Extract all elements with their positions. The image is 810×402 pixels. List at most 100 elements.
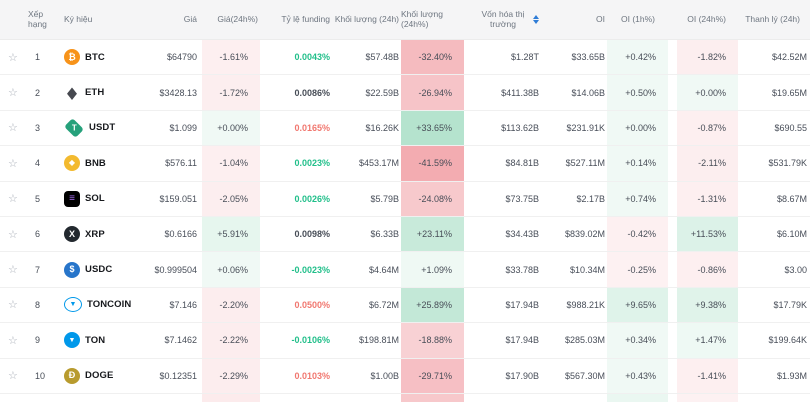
favorite-star-icon[interactable]: ☆ — [8, 299, 18, 312]
favorite-star-icon[interactable]: ☆ — [8, 334, 18, 347]
symbol-cell[interactable]: ◆ BNB — [60, 146, 140, 180]
table-row-eth[interactable]: ☆ 2 ◆ ETH $3428.13 -1.72% 0.0086% $22.59B -26.94… — [0, 75, 810, 111]
liquidation-24h-cell: $199.64K — [768, 335, 807, 346]
table-row-usdt[interactable]: ☆ 3 T USDT $1.099 +0.00% 0.0165% $16.26K +33.65%… — [0, 110, 810, 147]
symbol-cell[interactable]: ◆ ETH — [60, 75, 140, 109]
symbol-cell[interactable]: X XRP — [60, 217, 140, 251]
favorite-cell: ☆ — [0, 75, 28, 109]
symbol-cell[interactable]: ▼ TON — [60, 323, 140, 357]
partial-spacer — [60, 394, 140, 402]
header-funding-rate[interactable]: Tỷ lệ funding — [281, 13, 330, 24]
volume-24h-cell: $16.26K — [365, 122, 399, 133]
header-rank[interactable]: Xếp hạng — [28, 8, 47, 29]
header-oi-1h[interactable]: OI (1h%) — [620, 13, 655, 24]
favorite-star-icon[interactable]: ☆ — [8, 264, 18, 277]
header-volume-change-24h[interactable]: Khối lượng (24h%) — [401, 8, 443, 29]
header-price-change-24h[interactable]: Giá(24h%) — [217, 13, 258, 24]
oi-cell: $10.34M — [569, 264, 605, 275]
bnb-icon: ◆ — [64, 155, 80, 172]
header-liquidation-24h[interactable]: Thanh lý (24h) — [745, 13, 800, 24]
header-oi-24h[interactable]: OI (24h%) — [687, 13, 726, 24]
table-row-doge[interactable]: ☆ 10 Ð DOGE $0.12351 -2.29% 0.0103% $1.00B -29.7… — [0, 358, 810, 394]
partial-spacer — [28, 394, 60, 402]
rank-cell: 9 — [35, 335, 41, 346]
oi-cell: $2.17B — [576, 193, 605, 204]
symbol-cell[interactable]: T USDT — [60, 111, 140, 145]
oi-24h-cell: -0.87% — [677, 110, 738, 146]
favorite-cell: ☆ — [0, 252, 28, 286]
symbol-cell[interactable]: ≡ SOL — [60, 182, 140, 216]
favorite-star-icon[interactable]: ☆ — [8, 51, 18, 64]
oi-cell: $839.02M — [564, 229, 605, 240]
table-header: Xếp hạng Ký hiệu Giá Giá(24h%) Tỷ lệ fun… — [0, 0, 810, 40]
funding-rate-cell: 0.0103% — [294, 370, 330, 381]
sol-icon-glyph: ≡ — [69, 192, 75, 204]
partial-spacer — [333, 394, 401, 402]
header-oi[interactable]: OI — [596, 13, 605, 24]
ton-icon: ▼ — [64, 332, 80, 349]
volume-change-24h-cell: -29.71% — [401, 358, 464, 393]
oi-1h-cell: +0.74% — [607, 181, 668, 216]
eth-icon-glyph: ◆ — [67, 83, 77, 102]
market-cap-cell: $73.75B — [505, 193, 539, 204]
table-row-toncoin[interactable]: ☆ 8 ▼ TONCOIN $7.146 -2.20% 0.0500% $6.72M +25.8… — [0, 287, 810, 324]
symbol-label: XRP — [85, 228, 105, 240]
favorite-star-icon[interactable]: ☆ — [8, 228, 18, 241]
oi-24h-cell: +11.53% — [677, 216, 738, 252]
price-cell: $7.146 — [169, 299, 197, 310]
rank-cell: 10 — [35, 370, 46, 381]
favorite-star-icon[interactable]: ☆ — [8, 87, 18, 100]
partial-spacer — [738, 394, 810, 402]
favorite-star-icon[interactable]: ☆ — [8, 157, 18, 170]
volume-24h-cell: $6.72M — [368, 299, 399, 310]
market-cap-cell: $34.43B — [505, 229, 539, 240]
table-row-ton[interactable]: ☆ 9 ▼ TON $7.1462 -2.22% -0.0106% $198.81M -18.8… — [0, 323, 810, 359]
header-volume-24h[interactable]: Khối lượng (24h) — [334, 13, 399, 24]
header-price[interactable]: Giá — [183, 13, 197, 24]
btc-icon: ₿ — [64, 49, 80, 66]
volume-24h-cell: $1.00B — [370, 370, 399, 381]
favorite-cell: ☆ — [0, 359, 28, 393]
doge-icon: Ð — [64, 367, 80, 384]
symbol-cell[interactable]: Ð DOGE — [60, 359, 140, 393]
table-row-sol[interactable]: ☆ 5 ≡ SOL $159.051 -2.05% 0.0026% $5.79B -24.08%… — [0, 181, 810, 217]
liquidation-24h-cell: $17.79K — [773, 299, 807, 310]
oi-24h-cell: +0.00% — [677, 75, 738, 110]
btc-icon-glyph: ₿ — [68, 51, 76, 62]
header-symbol[interactable]: Ký hiệu — [64, 13, 93, 24]
symbol-label: DOGE — [85, 370, 114, 382]
sort-icon[interactable] — [533, 15, 539, 24]
oi-24h-cell: +1.47% — [677, 323, 738, 358]
rank-cell: 4 — [35, 158, 41, 169]
price-change-24h-cell: -2.20% — [202, 287, 260, 323]
liquidation-24h-cell: $19.65M — [771, 87, 807, 98]
price-cell: $1.099 — [169, 122, 197, 133]
table-row-btc[interactable]: ☆ 1 ₿ BTC $64790 -1.61% 0.0043% $57.48B -32.40% $… — [0, 40, 810, 76]
table-row-usdc[interactable]: ☆ 7 $ USDC $0.999504 +0.06% -0.0023% $4.64M +1.0… — [0, 252, 810, 288]
price-cell: $576.11 — [165, 158, 197, 169]
price-cell: $3428.13 — [159, 87, 197, 98]
volume-24h-cell: $57.48B — [365, 52, 399, 63]
liquidation-24h-cell: $42.52M — [771, 52, 807, 63]
favorite-star-icon[interactable]: ☆ — [8, 122, 18, 135]
rank-cell: 7 — [35, 264, 41, 275]
favorite-star-icon[interactable]: ☆ — [8, 370, 18, 383]
price-change-24h-cell: +0.00% — [202, 110, 260, 146]
favorite-cell: ☆ — [0, 288, 28, 322]
symbol-cell[interactable]: ₿ BTC — [60, 40, 140, 74]
price-cell: $159.051 — [159, 193, 197, 204]
header-market-cap[interactable]: Vốn hóa thị trường — [464, 0, 541, 39]
usdt-icon-glyph: T — [71, 122, 77, 132]
market-cap-cell: $17.94B — [505, 335, 539, 346]
favorite-star-icon[interactable]: ☆ — [8, 193, 18, 206]
table-row-bnb[interactable]: ☆ 4 ◆ BNB $576.11 -1.04% 0.0023% $453.17M -41.59… — [0, 146, 810, 182]
market-cap-cell: $17.90B — [505, 370, 539, 381]
oi-1h-cell: +0.00% — [607, 110, 668, 146]
rank-cell: 8 — [35, 299, 41, 310]
table-row-xrp[interactable]: ☆ 6 X XRP $0.6166 +5.91% 0.0098% $6.33B +23.11% $… — [0, 216, 810, 253]
symbol-cell[interactable]: ▼ TONCOIN — [60, 288, 140, 322]
symbol-cell[interactable]: $ USDC — [60, 252, 140, 286]
price-change-24h-cell: -1.61% — [202, 40, 260, 75]
symbol-label: ETH — [85, 87, 105, 99]
volume-change-24h-cell: +1.09% — [401, 252, 464, 287]
